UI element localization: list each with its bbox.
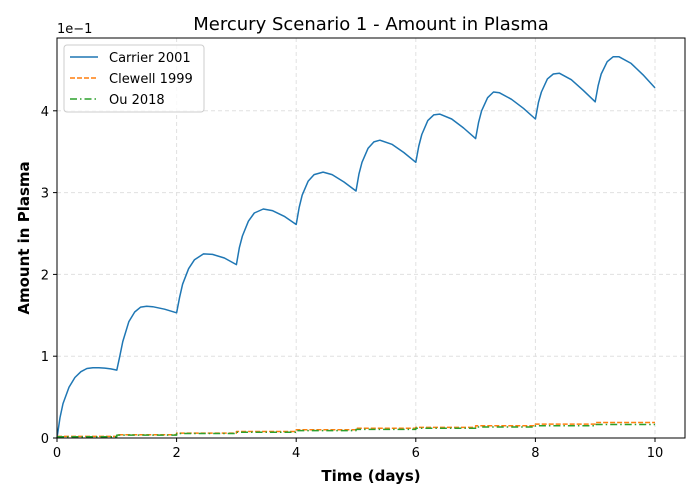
y-tick-label: 4 [41, 105, 49, 120]
series-lines [56, 56, 656, 439]
legend: Carrier 2001 Clewell 1999 Ou 2018 [63, 44, 205, 113]
plot-frame [56, 37, 686, 439]
series-line-carrier-2001 [56, 56, 656, 439]
y-tick-label: 3 [41, 187, 49, 202]
y-tick-label: 1 [41, 350, 49, 365]
x-tick-label: 2 [172, 446, 180, 461]
legend-box [63, 44, 205, 113]
y-tick-label: 0 [41, 432, 49, 447]
legend-label-ou: Ou 2018 [109, 93, 165, 108]
x-axis-label: Time (days) [321, 467, 420, 485]
chart-title: Mercury Scenario 1 - Amount in Plasma [193, 14, 548, 35]
x-tick-label: 0 [53, 446, 61, 461]
x-axis-ticks: 0 2 4 6 8 10 [53, 438, 663, 461]
y-offset-text: 1e−1 [57, 22, 92, 37]
x-tick-label: 8 [531, 446, 539, 461]
legend-label-carrier: Carrier 2001 [109, 51, 191, 66]
legend-label-clewell: Clewell 1999 [109, 72, 193, 87]
y-axis-ticks: 0 1 2 3 4 [41, 105, 57, 447]
y-axis-label: Amount in Plasma [15, 161, 33, 314]
series-line-ou-2018 [57, 423, 655, 438]
x-tick-label: 10 [647, 446, 664, 461]
x-tick-label: 6 [412, 446, 420, 461]
x-tick-label: 4 [292, 446, 300, 461]
y-tick-label: 2 [41, 268, 49, 283]
